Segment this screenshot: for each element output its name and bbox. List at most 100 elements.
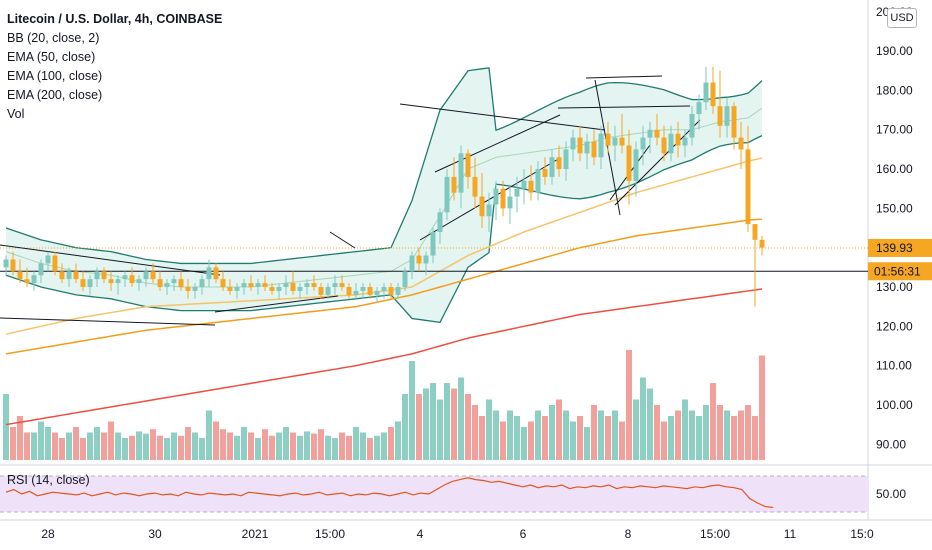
volume-bar bbox=[241, 427, 247, 460]
candle-body bbox=[535, 169, 541, 193]
volume-bar bbox=[136, 431, 142, 460]
candle-body bbox=[115, 279, 121, 284]
candle-body bbox=[542, 169, 548, 177]
candle-body bbox=[493, 188, 499, 205]
volume-bar bbox=[353, 427, 359, 460]
candle-body bbox=[668, 133, 674, 154]
volume-bar bbox=[374, 435, 380, 460]
volume-bar bbox=[619, 421, 625, 460]
volume-bar bbox=[682, 399, 688, 460]
candle-body bbox=[80, 279, 86, 288]
trendline bbox=[434, 114, 561, 173]
volume-bar bbox=[206, 410, 212, 460]
candle-body bbox=[423, 255, 429, 264]
volume-bar bbox=[703, 405, 709, 460]
candle-body bbox=[409, 255, 415, 272]
chart-title[interactable]: Litecoin / U.S. Dollar, 4h, COINBASE bbox=[7, 12, 223, 26]
indicator-ema100[interactable]: EMA (100, close) bbox=[7, 69, 103, 83]
volume-bar bbox=[444, 383, 450, 460]
volume-bar bbox=[381, 432, 387, 460]
candle-body bbox=[262, 283, 268, 288]
volume-bar bbox=[143, 433, 149, 460]
candle-body bbox=[752, 224, 758, 240]
volume-bar bbox=[465, 394, 471, 460]
candle-body bbox=[185, 287, 191, 291]
volume-bar bbox=[647, 388, 653, 460]
candle-body bbox=[241, 283, 247, 288]
chart-legend: Litecoin / U.S. Dollar, 4h, COINBASE BB … bbox=[7, 10, 222, 124]
candle-body bbox=[500, 188, 506, 209]
volume-bar bbox=[164, 438, 170, 460]
volume-bar bbox=[346, 435, 352, 460]
candle-body bbox=[654, 129, 660, 138]
candle-body bbox=[353, 290, 359, 295]
candle-body bbox=[24, 279, 30, 284]
candle-body bbox=[164, 283, 170, 288]
candle-body bbox=[528, 180, 534, 193]
volume-bar bbox=[633, 399, 639, 460]
volume-bar bbox=[416, 394, 422, 460]
x-tick-label: 30 bbox=[148, 527, 162, 541]
x-tick-label: 8 bbox=[625, 527, 632, 541]
candle-body bbox=[269, 287, 275, 291]
y-tick-label: 130.00 bbox=[876, 280, 913, 294]
trendline bbox=[329, 231, 356, 249]
trendline bbox=[0, 317, 216, 326]
candle-body bbox=[402, 271, 408, 288]
candle-body bbox=[220, 279, 226, 288]
bb-upper bbox=[5, 67, 763, 265]
last-price-badge bbox=[868, 238, 932, 257]
candle-body bbox=[150, 271, 156, 280]
volume-bar bbox=[451, 388, 457, 460]
volume-bar bbox=[17, 416, 23, 460]
indicator-ema50[interactable]: EMA (50, close) bbox=[7, 50, 96, 64]
volume-bar bbox=[94, 427, 100, 460]
candle-body bbox=[73, 271, 79, 280]
volume-bar bbox=[31, 432, 37, 460]
candle-body bbox=[3, 259, 9, 268]
candle-body bbox=[570, 137, 576, 150]
rsi-legend[interactable]: RSI (14, close) bbox=[7, 473, 90, 487]
volume-bar bbox=[472, 405, 478, 460]
candle-body bbox=[388, 287, 394, 295]
candle-body bbox=[458, 153, 464, 193]
candle-body bbox=[346, 287, 352, 295]
rsi-tick-label: 50.00 bbox=[876, 487, 906, 501]
rsi-panel: 50.00 bbox=[0, 475, 906, 513]
candle-body bbox=[584, 141, 590, 154]
candle-body bbox=[374, 290, 380, 295]
volume-bar bbox=[304, 431, 310, 460]
volume-bar bbox=[514, 416, 520, 460]
candle-body bbox=[724, 106, 730, 126]
indicator-vol[interactable]: Vol bbox=[7, 107, 25, 121]
candle-body bbox=[556, 157, 562, 170]
volume-bar bbox=[290, 432, 296, 460]
candle-body bbox=[696, 102, 702, 115]
candle-body bbox=[129, 275, 135, 284]
indicator-bb[interactable]: BB (20, close, 2) bbox=[7, 31, 100, 45]
volume-bar bbox=[479, 416, 485, 460]
indicator-ema200[interactable]: EMA (200, close) bbox=[7, 88, 103, 102]
x-tick-label: 4 bbox=[417, 527, 424, 541]
volume-bar bbox=[199, 438, 205, 460]
candle-body bbox=[255, 283, 261, 288]
candle-body bbox=[619, 137, 625, 146]
countdown-badge bbox=[868, 262, 932, 281]
candle-body bbox=[430, 231, 436, 256]
volume-bar bbox=[423, 388, 429, 460]
volume-bar bbox=[724, 410, 730, 460]
candle-body bbox=[339, 283, 345, 288]
candle-body bbox=[31, 275, 37, 284]
volume-bar bbox=[402, 394, 408, 460]
volume-bar bbox=[59, 438, 65, 460]
candle-body bbox=[514, 188, 520, 197]
currency-button[interactable]: USD bbox=[887, 8, 917, 28]
volume-bar bbox=[521, 427, 527, 460]
volume-bar bbox=[563, 410, 569, 460]
volume-bar bbox=[598, 410, 604, 460]
candle-body bbox=[297, 287, 303, 291]
volume-bar bbox=[549, 405, 555, 460]
candle-body bbox=[122, 275, 128, 280]
candle-body bbox=[703, 82, 709, 103]
